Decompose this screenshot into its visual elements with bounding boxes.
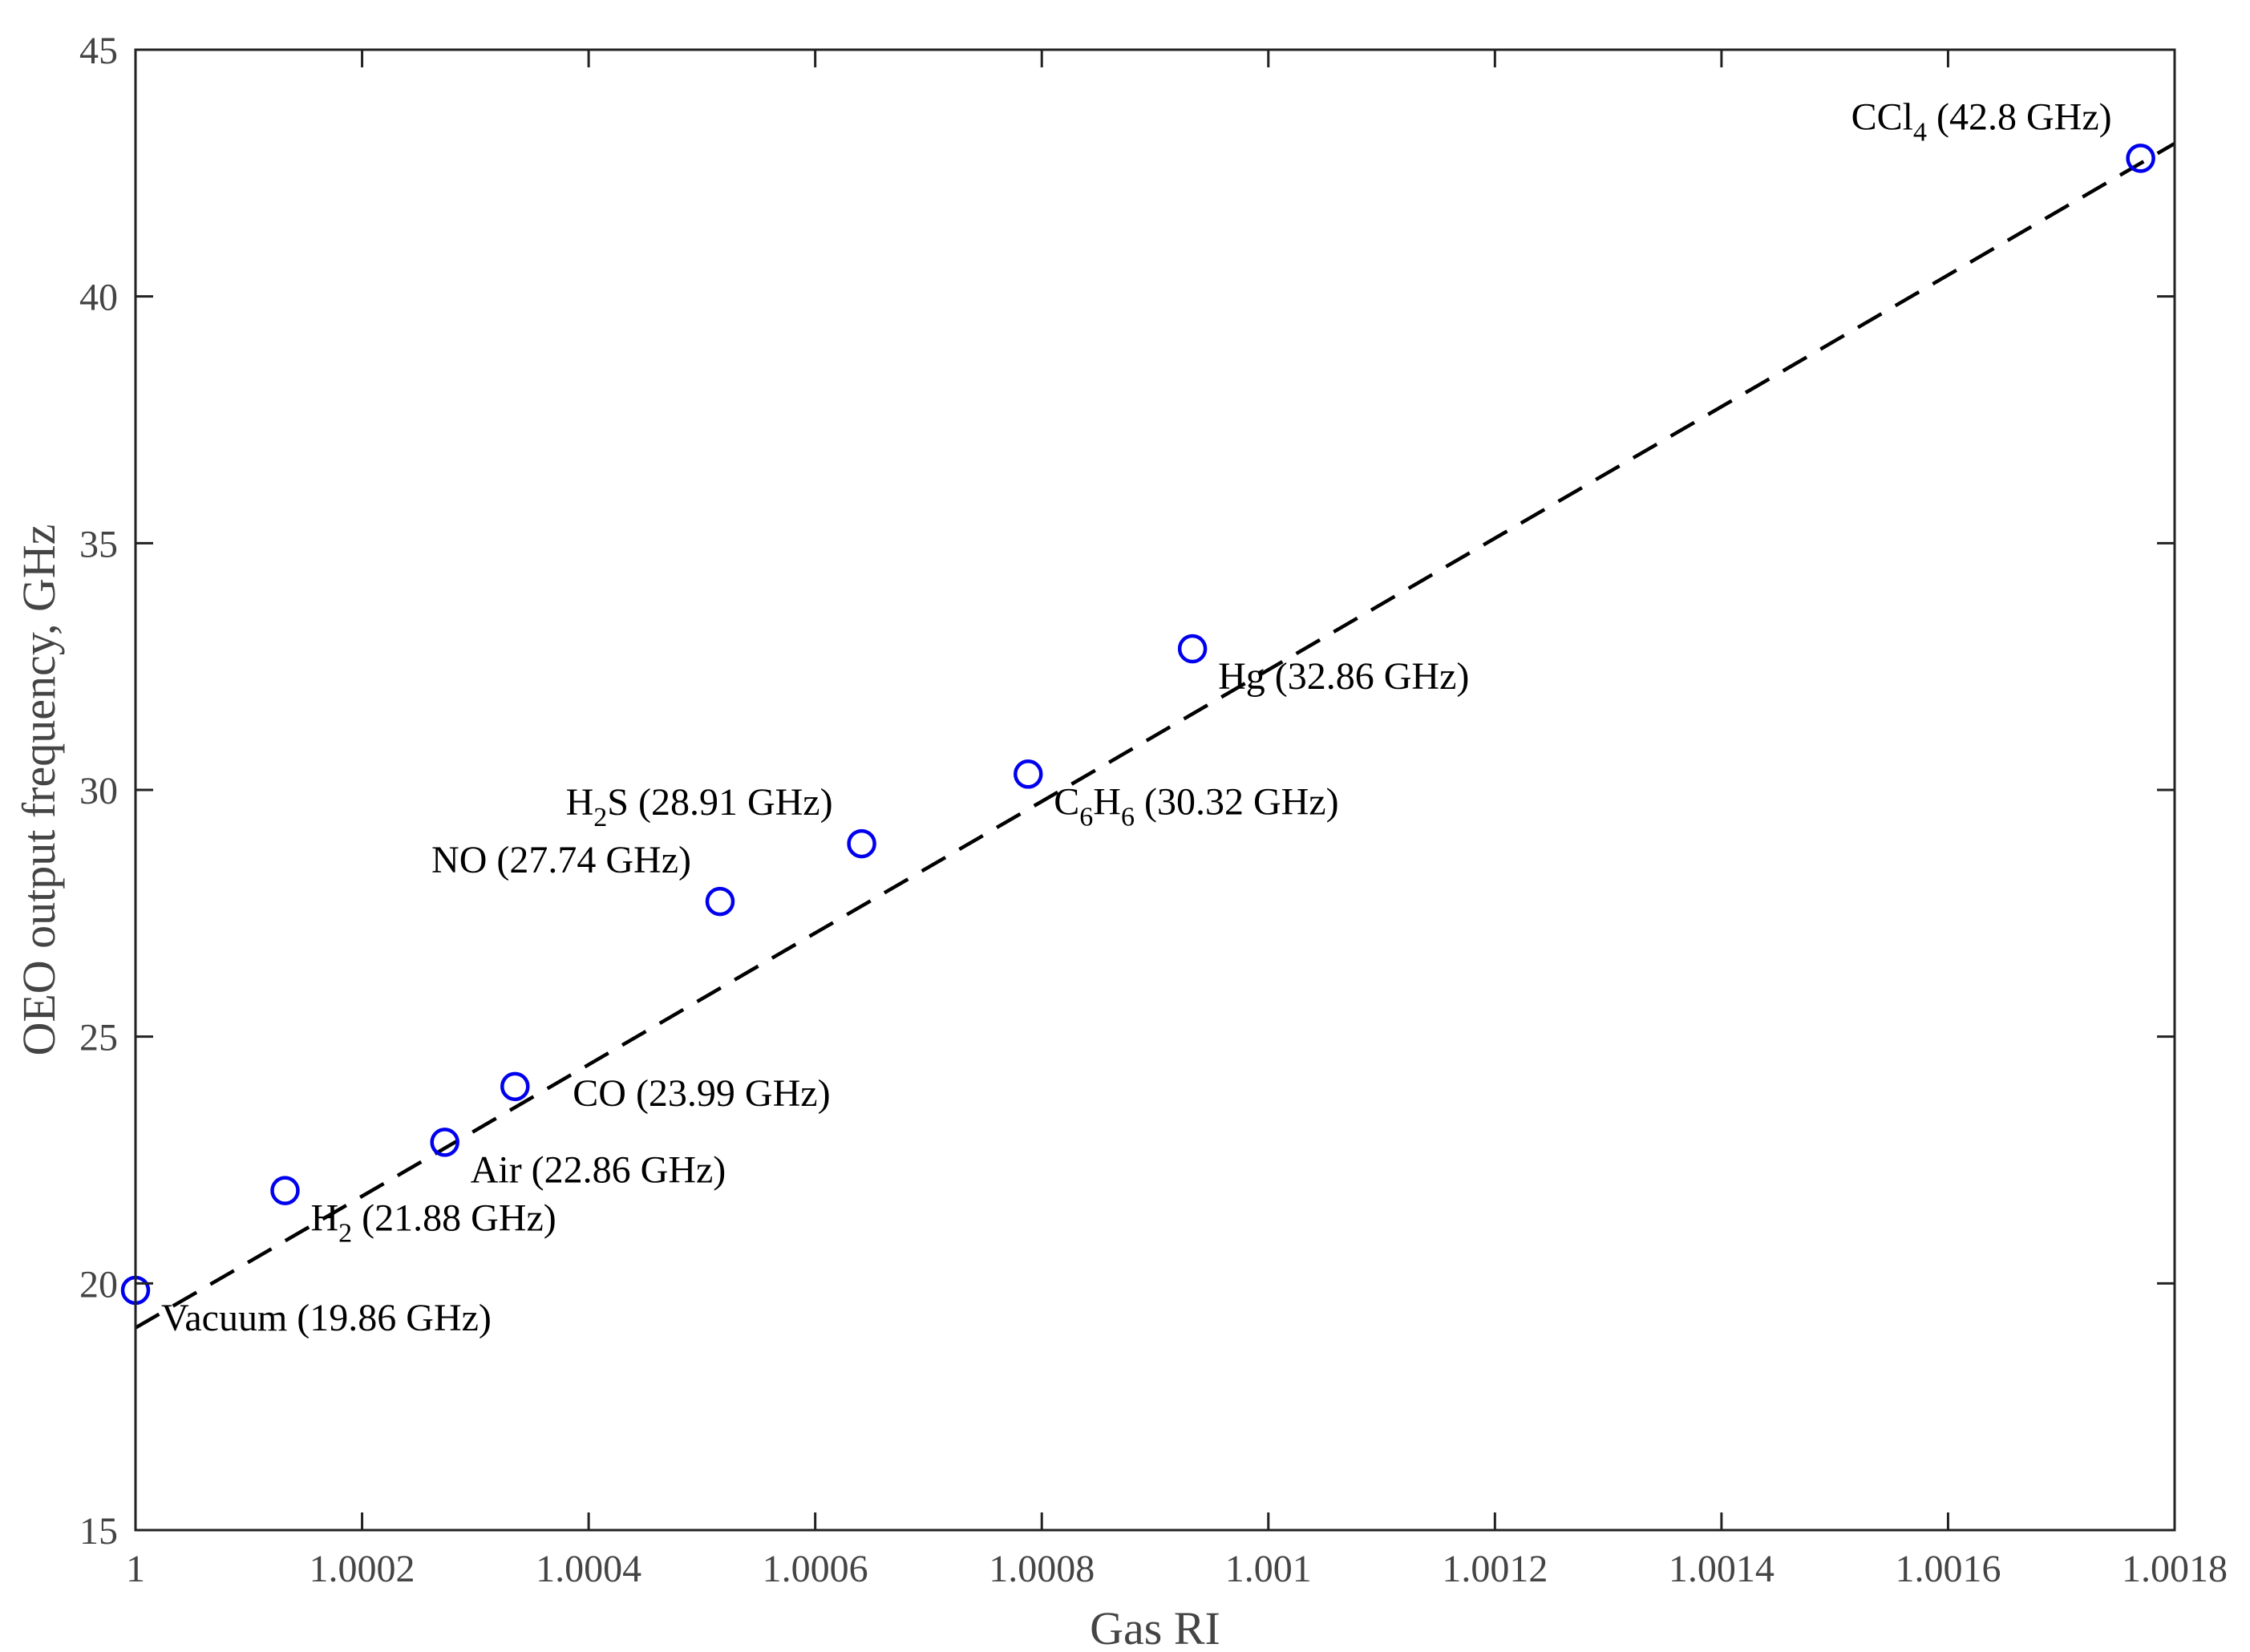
x-tick-label: 1 [126, 1548, 145, 1590]
x-tick-label: 1.0012 [1442, 1548, 1548, 1590]
y-tick-label: 35 [79, 523, 118, 565]
y-tick-label: 20 [79, 1263, 118, 1306]
x-axis-title: Gas RI [1090, 1602, 1220, 1652]
y-tick-label: 30 [79, 770, 118, 812]
y-tick-label: 15 [79, 1510, 118, 1553]
y-tick-label: 45 [79, 30, 118, 72]
data-point-label: Air (22.86 GHz) [471, 1148, 726, 1191]
x-tick-label: 1.0004 [536, 1548, 641, 1590]
y-axis-title: OEO output frequency, GHz [13, 524, 65, 1055]
axis-ticks-layer: 1 1.0002 1.0004 1.0006 1.0008 1.001 1.0012 1.00… [79, 30, 2228, 1590]
x-tick-label: 1.0014 [1669, 1548, 1775, 1590]
data-point [2126, 144, 2155, 173]
point-labels-layer: Vacuum (19.86 GHz) H2 (21.88 GHz) Air (22.… [161, 95, 2112, 1339]
data-point-label: CO (23.99 GHz) [573, 1072, 830, 1115]
data-point [270, 1176, 300, 1205]
x-tick-label: 1.0002 [310, 1548, 415, 1590]
data-point [1014, 759, 1043, 789]
x-tick-label: 1.001 [1225, 1548, 1312, 1590]
data-point [1177, 634, 1208, 664]
fit-line-layer [134, 141, 2176, 1330]
data-point-label: Vacuum (19.86 GHz) [161, 1297, 492, 1339]
x-tick-label: 1.0016 [1895, 1548, 2001, 1590]
data-point-label: Hg (32.86 GHz) [1218, 655, 1469, 698]
data-point [847, 828, 876, 859]
x-tick-label: 1.0018 [2122, 1548, 2228, 1590]
y-tick-label: 25 [79, 1017, 118, 1059]
data-point-label: C6H6 (30.32 GHz) [1054, 780, 1338, 832]
data-point [705, 886, 735, 917]
fit-line [134, 141, 2176, 1330]
data-point [430, 1128, 459, 1157]
x-tick-label: 1.0006 [763, 1548, 868, 1590]
data-point-label: NO (27.74 GHz) [431, 839, 691, 881]
data-point-label: CCl4 (42.8 GHz) [1851, 95, 2112, 147]
data-points-layer [120, 144, 2155, 1306]
data-point-label: H2 (21.88 GHz) [310, 1197, 556, 1249]
data-point [500, 1071, 530, 1102]
y-tick-label: 40 [79, 277, 118, 319]
data-point-label: H2S (28.91 GHz) [566, 781, 833, 832]
x-tick-label: 1.0008 [989, 1548, 1095, 1590]
